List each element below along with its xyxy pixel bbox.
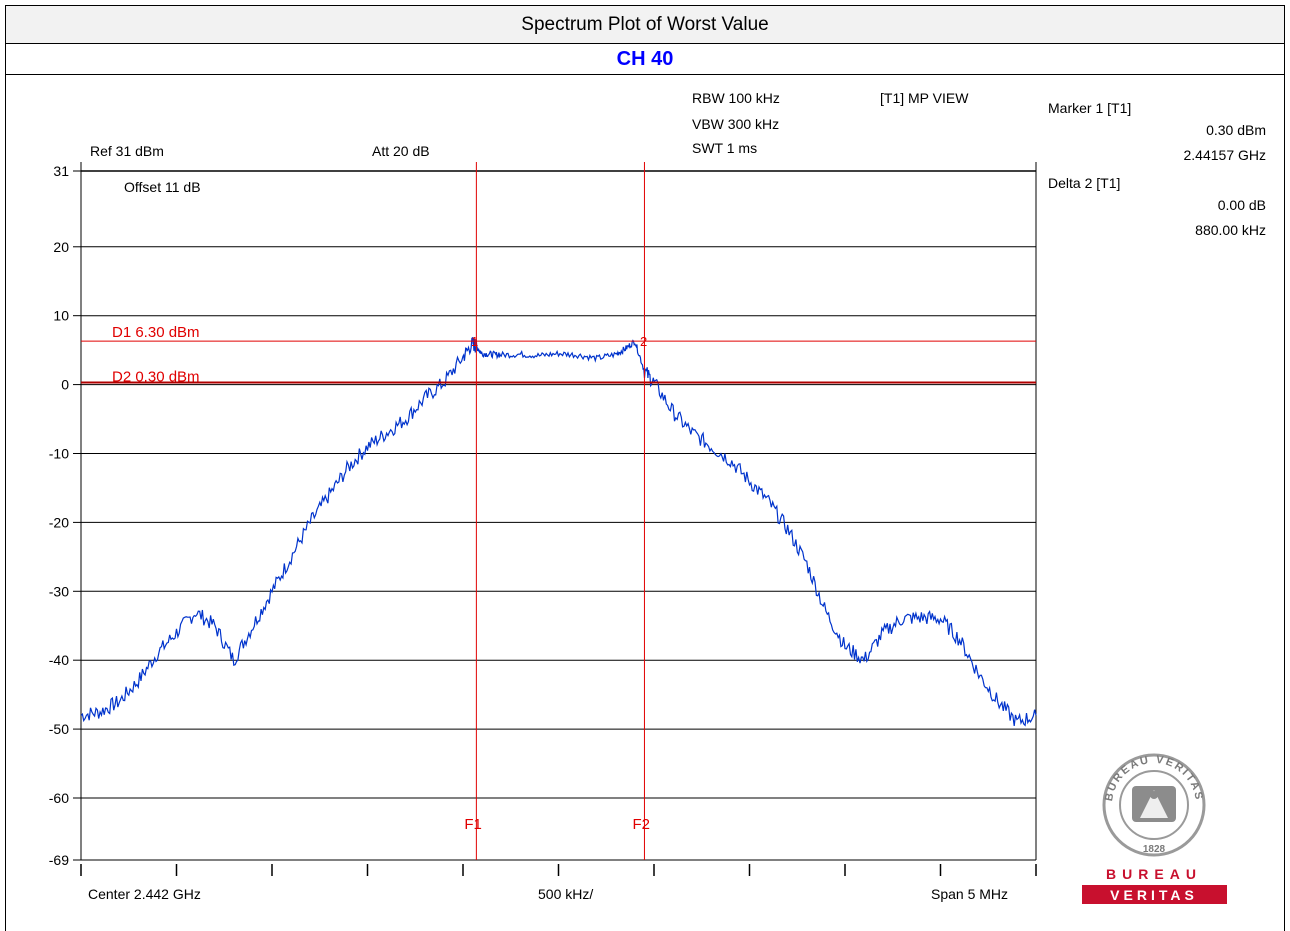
x-ticks xyxy=(80,864,1037,876)
delta2-frequency: 880.00 kHz xyxy=(1195,222,1266,238)
marker1-title: Marker 1 [T1] xyxy=(1048,100,1131,116)
swt: SWT 1 ms xyxy=(692,140,757,156)
trace-mode: [T1] MP VIEW xyxy=(880,90,969,106)
rbw: RBW 100 kHz xyxy=(692,90,780,106)
y-tick-label: -60 xyxy=(49,790,69,806)
per-division: 500 kHz/ xyxy=(538,886,593,902)
spectrum-trace xyxy=(81,337,1037,727)
attenuation: Att 20 dB xyxy=(372,143,430,159)
y-ticks: 31 20 10 0 -10 -20 -30 -40 -50 -60 -69 xyxy=(49,163,81,868)
f1-label: F1 xyxy=(464,816,482,833)
y-tick-label: 0 xyxy=(61,377,69,393)
y-tick-label: -10 xyxy=(49,445,69,461)
d2-label: D2 0.30 dBm xyxy=(112,369,200,386)
center-frequency: Center 2.442 GHz xyxy=(88,886,201,902)
marker1-level: 0.30 dBm xyxy=(1206,122,1266,138)
y-tick-label: -40 xyxy=(49,652,69,668)
y-tick-label: 31 xyxy=(53,163,69,179)
grid xyxy=(81,170,1036,861)
y-tick-label: 10 xyxy=(53,308,69,324)
logo-top-text: BUREAU xyxy=(1106,866,1202,882)
marker1-frequency: 2.44157 GHz xyxy=(1184,147,1267,163)
page-title: Spectrum Plot of Worst Value xyxy=(6,6,1284,44)
f2-label: F2 xyxy=(632,816,650,833)
y-tick-label: -20 xyxy=(49,514,69,530)
y-tick-label: -30 xyxy=(49,583,69,599)
logo-emblem-icon xyxy=(1132,786,1176,822)
y-tick-label: -50 xyxy=(49,721,69,737)
vbw: VBW 300 kHz xyxy=(692,116,779,132)
logo-bottom-text: VERITAS xyxy=(1110,887,1198,903)
marker-1-label: 1 xyxy=(471,334,478,349)
y-tick-label: -69 xyxy=(49,852,69,868)
report-frame: Spectrum Plot of Worst Value CH 40 xyxy=(5,5,1285,931)
delta2-level: 0.00 dB xyxy=(1218,197,1266,213)
marker-2-label: 2 xyxy=(640,334,647,349)
delta2-title: Delta 2 [T1] xyxy=(1048,175,1120,191)
y-tick-label: 20 xyxy=(53,239,69,255)
d1-label: D1 6.30 dBm xyxy=(112,324,200,341)
channel-title: CH 40 xyxy=(6,44,1284,75)
bureau-veritas-logo: BUREAU VERITAS 1828 BUREAU VERITAS xyxy=(1082,753,1227,904)
offset: Offset 11 dB xyxy=(124,179,201,195)
logo-year: 1828 xyxy=(1143,844,1166,855)
span: Span 5 MHz xyxy=(931,886,1008,902)
ref-level: Ref 31 dBm xyxy=(90,143,164,159)
